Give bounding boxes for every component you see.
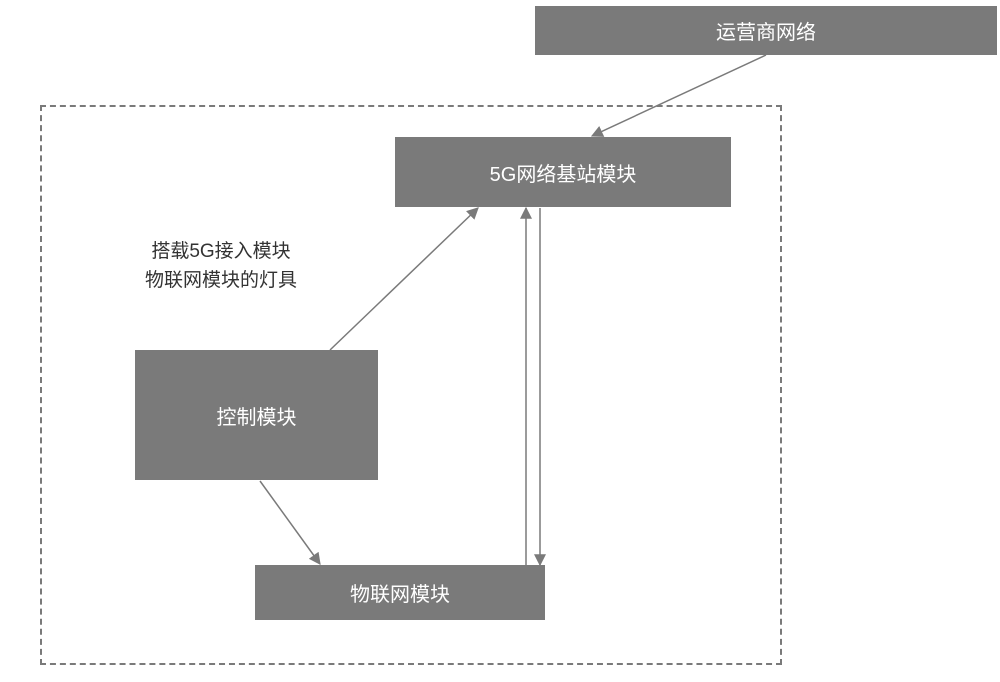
annotation-line1: 搭载5G接入模块	[145, 238, 297, 267]
annotation-line2: 物联网模块的灯具	[145, 267, 297, 296]
node-base-station: 5G网络基站模块	[395, 137, 731, 207]
node-iot: 物联网模块	[255, 565, 545, 620]
node-control-label: 控制模块	[217, 401, 297, 430]
annotation-text: 搭载5G接入模块 物联网模块的灯具	[145, 238, 297, 295]
node-iot-label: 物联网模块	[350, 578, 450, 607]
node-operator-label: 运营商网络	[716, 16, 816, 45]
node-control: 控制模块	[135, 350, 378, 480]
node-operator: 运营商网络	[535, 6, 997, 55]
node-base-station-label: 5G网络基站模块	[490, 158, 637, 187]
